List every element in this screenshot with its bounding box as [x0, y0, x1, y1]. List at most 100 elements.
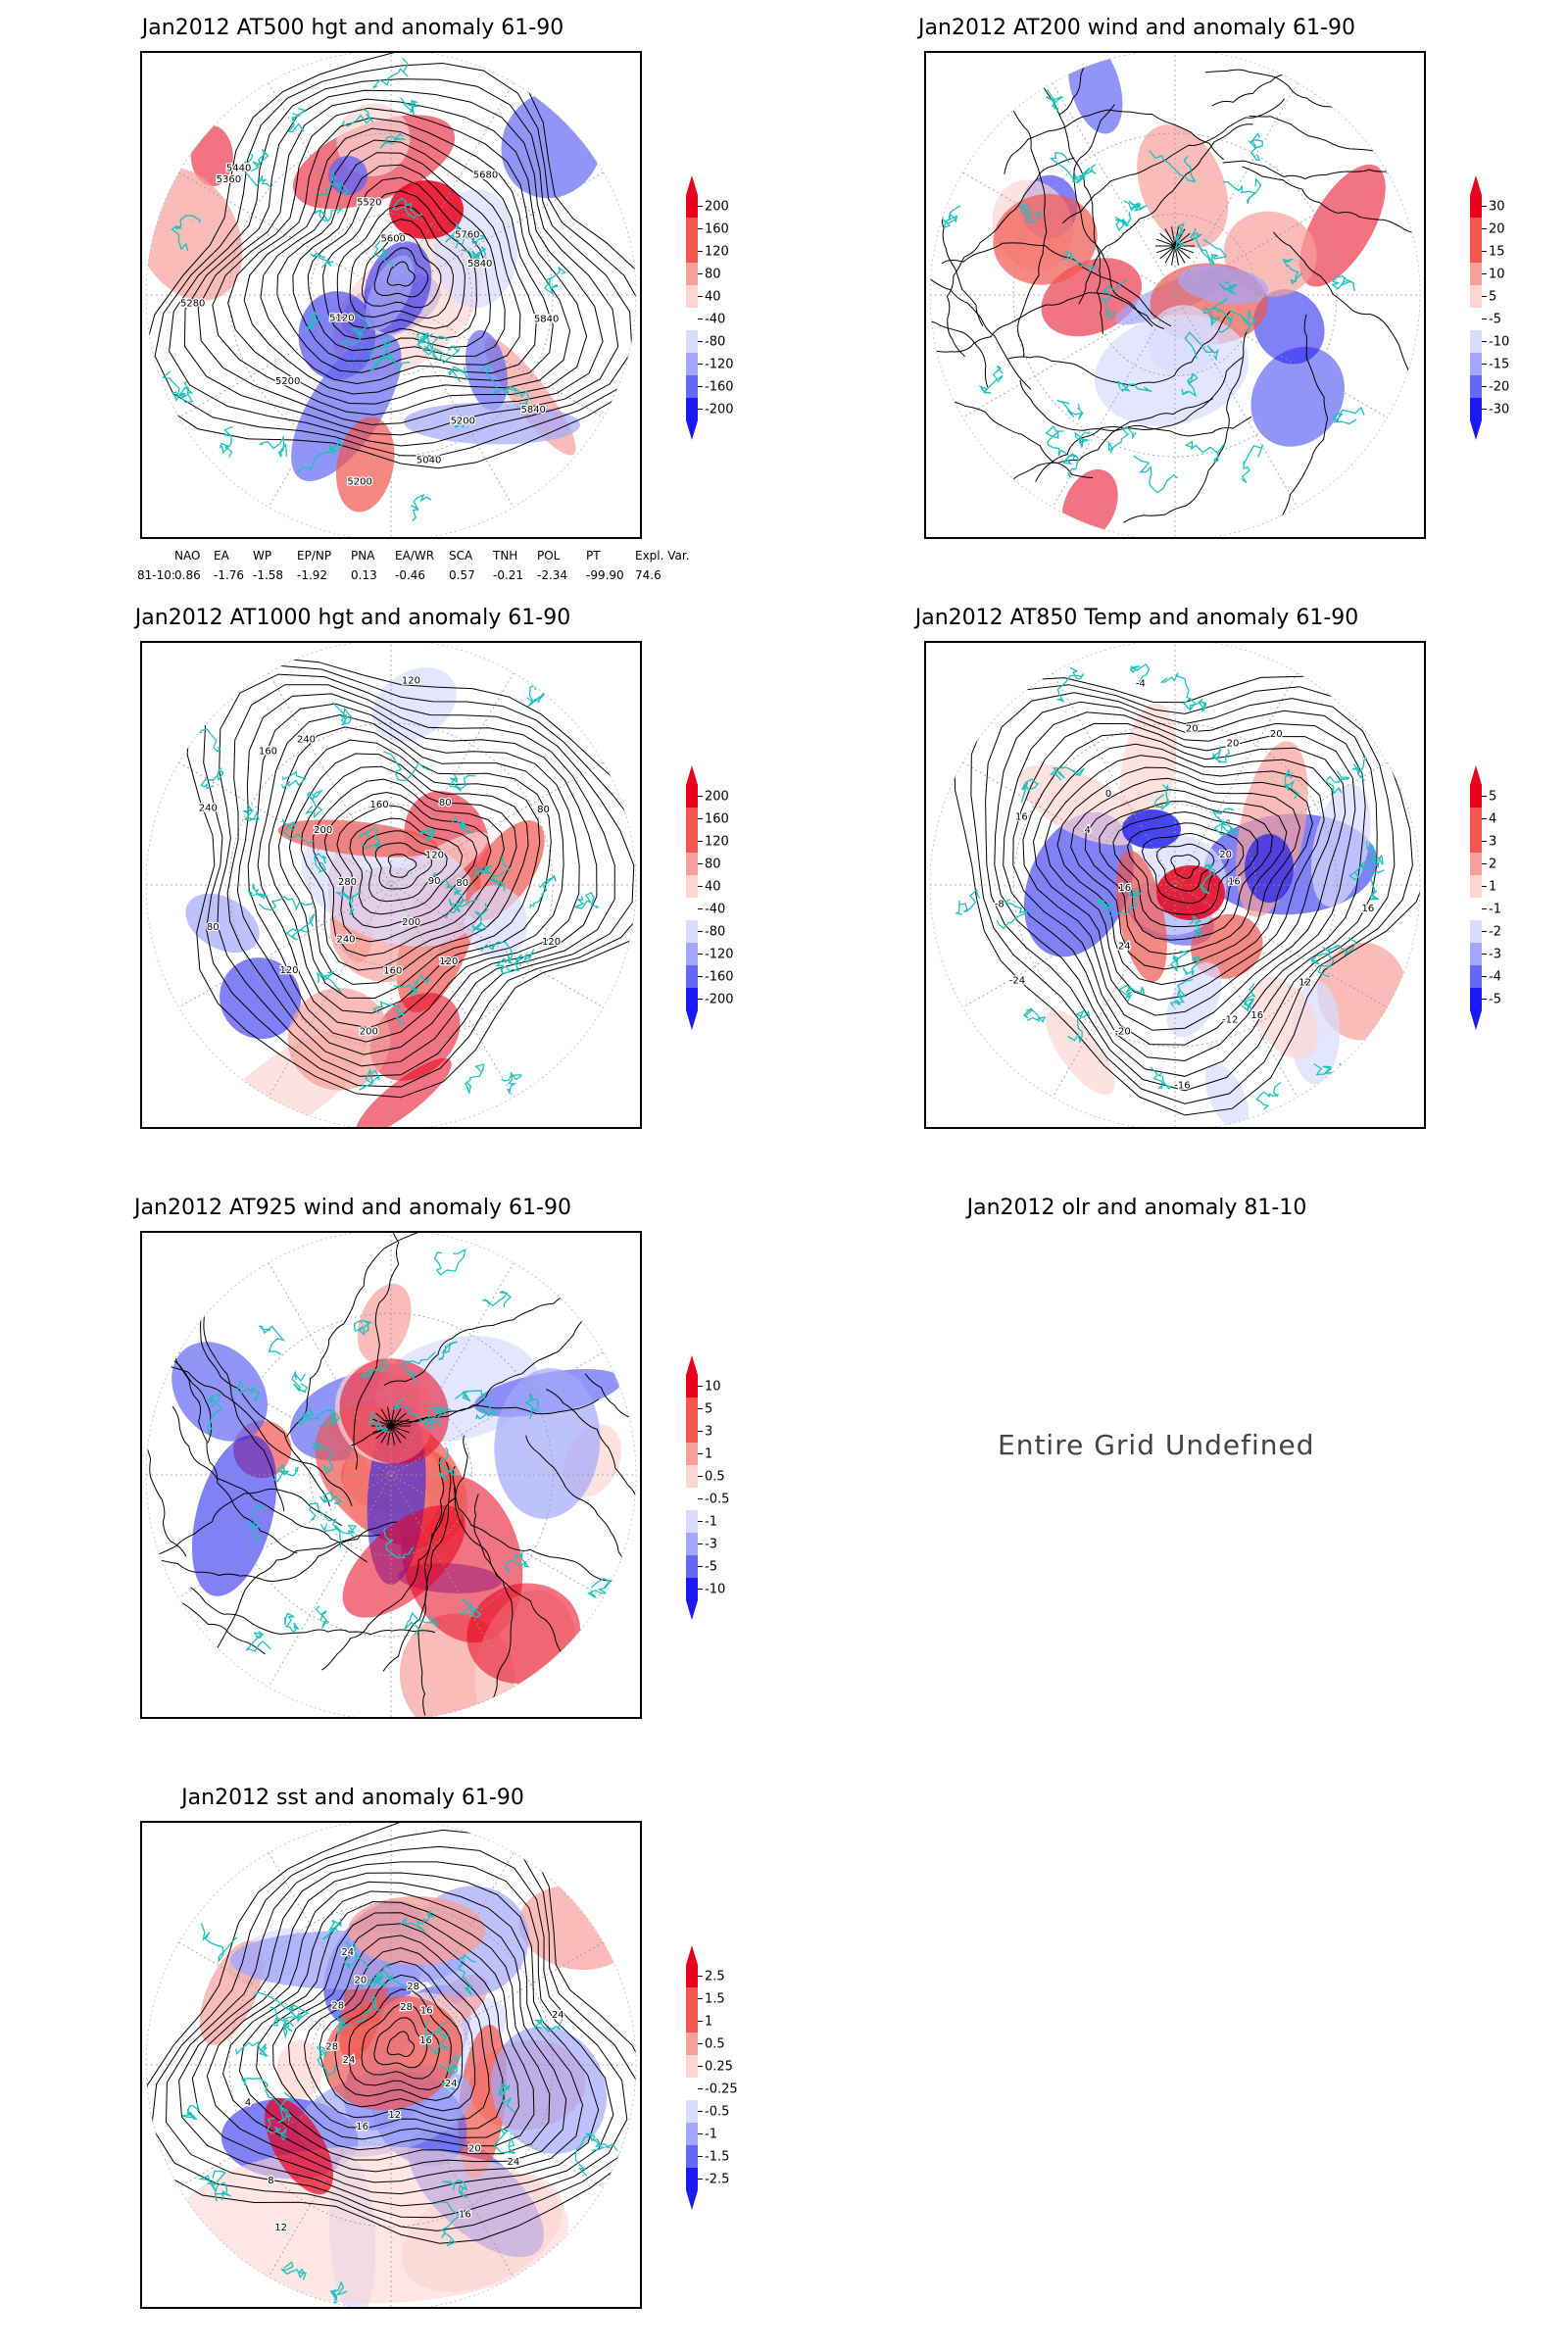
coastline [297, 1408, 315, 1427]
coastline [1017, 203, 1042, 224]
meridian-line [1052, 672, 1298, 1098]
teleconnection-header: EA [214, 549, 229, 563]
colorbar-label: 200 [705, 200, 729, 215]
anomaly-shading [369, 993, 461, 1081]
coastline [1255, 1082, 1282, 1110]
coastline [1184, 331, 1219, 362]
colorbar-box [1470, 920, 1482, 943]
colorbar-top-arrow [686, 1945, 698, 1965]
colorbar-box [686, 2055, 698, 2078]
coastline [266, 2117, 287, 2141]
contour-label: 200 [314, 825, 332, 836]
map-boundary [145, 643, 637, 1127]
colorbar: 30 20 15 10 5 -5 -10 -15 -20 -30 [1465, 172, 1568, 446]
contour-line [226, 684, 615, 1067]
coastline [416, 333, 460, 365]
colorbar-box [1470, 375, 1482, 398]
coastline [471, 903, 488, 932]
contour-label: 200 [402, 917, 420, 928]
streamline-convergence [390, 1418, 410, 1427]
coastline [391, 1398, 428, 1426]
coastline [1241, 982, 1256, 1012]
coastline [1213, 818, 1239, 836]
streamline [1004, 109, 1225, 174]
map-boundary [145, 1823, 637, 2307]
coastline [356, 1993, 383, 2023]
streamline [1078, 123, 1253, 305]
coastline [1118, 984, 1146, 1002]
anomaly-shading [356, 1057, 452, 1127]
colorbar-label: -3 [1489, 948, 1501, 962]
anomaly-shading [1251, 977, 1318, 1059]
contour-label: 240 [336, 935, 355, 946]
teleconnection-value: -1.92 [297, 568, 328, 582]
coastline [481, 1290, 512, 1308]
coastline [1210, 297, 1233, 333]
streamline-convergence [1159, 232, 1176, 247]
coastline [245, 149, 270, 172]
coastline [1181, 372, 1199, 398]
coastline [179, 380, 194, 404]
colorbar-label: 2.5 [705, 1970, 725, 1984]
coastline [401, 1351, 436, 1383]
coastline [381, 1962, 416, 1989]
contour-line [1044, 755, 1325, 1001]
contour-line [1170, 854, 1200, 879]
coastline [372, 236, 396, 268]
colorbar-bottom-arrow [686, 2190, 698, 2210]
coastline [433, 2201, 461, 2247]
meridian-line [268, 82, 514, 508]
coastline [200, 1923, 238, 1964]
streamline-convergence [1159, 245, 1176, 260]
contour-label: 16 [1118, 883, 1131, 894]
coastline [505, 386, 530, 411]
colorbar-box [686, 1465, 698, 1488]
coastline [259, 1325, 286, 1355]
coastline [1049, 766, 1085, 781]
coastline [1150, 1066, 1173, 1091]
anomaly-shading [276, 2039, 323, 2099]
colorbar-label: 0.5 [705, 2037, 725, 2052]
coastline [524, 1393, 540, 1420]
streamline-convergence [1164, 245, 1176, 264]
coastline [334, 2012, 353, 2035]
coastline [489, 856, 510, 892]
colorbar-box [686, 240, 698, 263]
contour-line [169, 78, 633, 447]
coastline [978, 365, 1004, 394]
streamline [930, 247, 989, 388]
colorbar-label: 3 [1489, 835, 1496, 850]
coastline [471, 864, 492, 879]
coastline [1182, 956, 1200, 976]
coastline [391, 197, 423, 220]
streamline-convergence [1164, 228, 1176, 247]
teleconnection-value: 0.13 [351, 568, 377, 582]
contour-line [1003, 711, 1366, 1062]
contour-line [361, 232, 442, 309]
streamline-convergence [1174, 245, 1191, 260]
colorbar-box [686, 2123, 698, 2145]
colorbar-label: -30 [1489, 403, 1509, 417]
contour-line [1112, 810, 1258, 928]
coastline [306, 311, 320, 331]
streamline-convergence [1174, 232, 1191, 247]
contour-line [994, 701, 1378, 1077]
contour-label: 5200 [275, 376, 300, 387]
map-boundary [145, 53, 637, 537]
colorbar-svg: 200 160 120 80 40 -40 -80 -120 -160 -200 [686, 175, 734, 440]
panel-title: Jan2012 sst and anomaly 61-90 [181, 1786, 524, 1810]
anomaly-shading [1061, 468, 1118, 537]
coastline [200, 767, 224, 790]
map-boundary [145, 1233, 637, 1717]
latitude-circle [310, 1394, 472, 1556]
colorbar-box [686, 1443, 698, 1465]
streamline-convergence [390, 1425, 410, 1434]
contour-label: 160 [383, 966, 402, 977]
coastline [1067, 1009, 1091, 1045]
anomaly-shading [1137, 124, 1229, 248]
coastline [454, 415, 470, 429]
colorbar-label: 2 [1489, 858, 1496, 872]
anomaly-shading [1046, 1009, 1115, 1096]
colorbar-bottom-arrow [686, 420, 698, 440]
meridian-line [962, 172, 1388, 418]
